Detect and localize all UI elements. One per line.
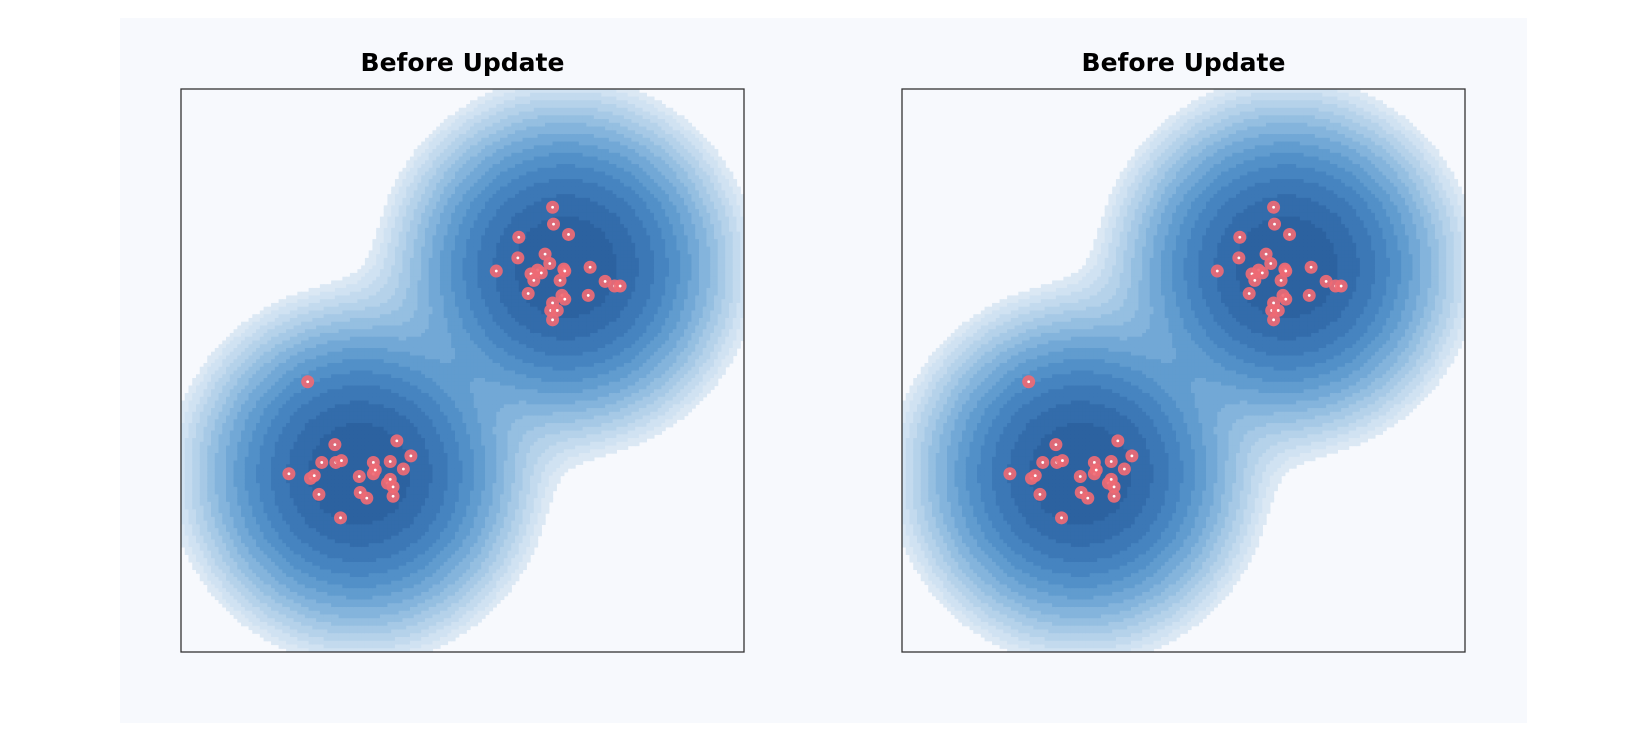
scatter-point-center [551, 318, 554, 322]
scatter-point-center [395, 439, 399, 443]
scatter-point-center [1272, 301, 1275, 305]
scatter-point-center [388, 460, 392, 463]
scatter-point-center [526, 292, 530, 295]
scatter-point-center [1027, 380, 1031, 384]
scatter-point-center [1284, 297, 1288, 301]
scatter-point-center [1238, 235, 1242, 239]
scatter-point-center [1078, 475, 1082, 478]
scatter-point-center [401, 467, 405, 471]
scatter-point-center [1079, 491, 1083, 494]
scatter-point-center [1260, 271, 1264, 275]
scatter-point-center [586, 294, 590, 297]
scatter-point-center [555, 309, 559, 312]
scatter-point-center [358, 491, 362, 494]
scatter-point-center [603, 279, 607, 283]
scatter-point-center [287, 472, 291, 476]
scatter-point-center [1041, 461, 1045, 464]
scatter-point-center [543, 252, 547, 256]
scatter-point-center [558, 279, 562, 282]
scatter-point-center [588, 265, 592, 269]
scatter-point-center [551, 301, 554, 305]
axes-frame-0 [180, 88, 745, 653]
scatter-point-center [1309, 265, 1313, 269]
scatter-point-center [1094, 468, 1098, 472]
scatter-point-center [1130, 454, 1134, 458]
scatter-point-center [317, 492, 321, 496]
scatter-point-center [1272, 205, 1275, 209]
scatter-point-center [567, 233, 570, 236]
scatter-point-center [618, 284, 622, 288]
scatter-point-center [1061, 459, 1064, 462]
scatter-point-center [1284, 269, 1288, 273]
scatter-point-center [494, 269, 498, 273]
scatter-point-center [320, 461, 324, 464]
scatter-point-center [1033, 474, 1037, 477]
scatter-point-center [1247, 292, 1251, 295]
scatter-point-center [1279, 279, 1283, 282]
right-panel-title: Before Update [902, 48, 1465, 78]
scatter-point-center [373, 468, 377, 472]
scatter-point-center [388, 477, 392, 481]
scatter-point-center [517, 235, 521, 239]
scatter-point-center [1273, 222, 1276, 226]
density-contours-0 [181, 89, 744, 652]
scatter-point-center [552, 222, 555, 226]
scatter-point-center [1092, 461, 1096, 464]
scatter-point-center [391, 494, 395, 498]
figure-canvas: Before Update Before Update [120, 18, 1527, 723]
scatter-point-center [1276, 309, 1280, 312]
scatter-point-center [1339, 284, 1343, 288]
scatter-point-center [516, 256, 520, 260]
scatter-point-center [551, 205, 554, 209]
scatter-point-center [1253, 279, 1257, 282]
scatter-point-center [1269, 262, 1273, 265]
scatter-point-center [1008, 472, 1012, 476]
axes-frame-1 [901, 88, 1466, 653]
scatter-point-center [1307, 294, 1311, 297]
scatter-point-center [1112, 494, 1116, 498]
scatter-point-center [391, 485, 395, 489]
scatter-point-center [340, 459, 343, 462]
scatter-point-center [357, 475, 361, 478]
scatter-point-center [1060, 516, 1063, 520]
scatter-point-center [371, 461, 375, 464]
scatter-point-center [1109, 460, 1113, 463]
scatter-point-center [333, 443, 337, 447]
scatter-series-0 [282, 200, 627, 525]
scatter-point-center [548, 262, 552, 265]
scatter-point-center [1272, 318, 1275, 322]
scatter-point-center [1109, 477, 1113, 481]
scatter-point-center [1112, 485, 1116, 489]
scatter-point-center [563, 297, 567, 301]
scatter-point-center [1288, 233, 1291, 236]
scatter-point-center [539, 271, 543, 275]
scatter-point-center [1264, 252, 1268, 256]
scatter-point-center [409, 454, 413, 458]
scatter-series-1 [1003, 200, 1348, 525]
scatter-point-center [1324, 279, 1328, 283]
scatter-point-center [1086, 496, 1090, 500]
scatter-point-center [312, 474, 316, 477]
scatter-point-center [532, 279, 536, 282]
scatter-point-center [563, 269, 567, 273]
scatter-point-center [1116, 439, 1120, 443]
chart-svg [180, 88, 1466, 653]
scatter-point-center [339, 516, 342, 520]
scatter-point-center [1038, 492, 1042, 496]
scatter-point-center [1237, 256, 1241, 260]
scatter-point-center [1215, 269, 1219, 273]
density-contours-1 [902, 89, 1465, 652]
scatter-point-center [1122, 467, 1126, 471]
scatter-point-center [1054, 443, 1058, 447]
scatter-point-center [365, 496, 369, 500]
left-panel-title: Before Update [181, 48, 744, 78]
scatter-point-center [306, 380, 310, 384]
